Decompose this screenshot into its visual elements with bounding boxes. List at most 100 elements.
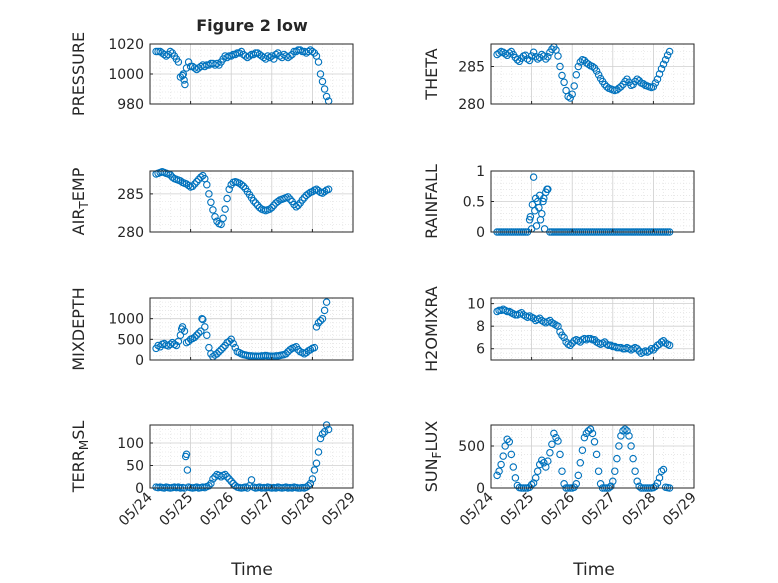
data-point xyxy=(245,52,254,60)
data-point xyxy=(213,59,221,68)
data-point xyxy=(263,52,272,60)
data-point xyxy=(310,343,319,352)
data-point xyxy=(513,481,522,490)
data-point xyxy=(586,425,595,433)
data-point xyxy=(324,185,333,194)
data-point xyxy=(609,477,617,486)
data-point xyxy=(548,45,556,53)
data-point xyxy=(197,173,205,181)
data-point xyxy=(532,222,541,230)
data-point xyxy=(304,482,313,490)
y-axis-label: AIRTEMP xyxy=(69,167,91,235)
axes-frame xyxy=(490,43,695,105)
data-point xyxy=(505,49,514,57)
data-point xyxy=(611,467,619,475)
data-point xyxy=(316,316,325,325)
data-point xyxy=(525,56,534,65)
data-point xyxy=(203,180,211,189)
data-point xyxy=(533,55,542,63)
axes-frame xyxy=(490,424,695,489)
data-point xyxy=(190,180,199,188)
data-point xyxy=(270,201,278,210)
data-point xyxy=(198,314,206,323)
data-point xyxy=(266,205,274,213)
data-point xyxy=(316,434,325,443)
data-point xyxy=(162,52,170,60)
data-point xyxy=(239,182,248,191)
data-point xyxy=(308,47,317,56)
data-point xyxy=(308,475,317,483)
data-point xyxy=(181,80,189,89)
data-point xyxy=(201,323,209,331)
data-point xyxy=(513,56,522,64)
data-point xyxy=(572,71,581,79)
data-point xyxy=(633,344,641,353)
x-axis-label-left: Time xyxy=(230,560,273,580)
data-point xyxy=(602,82,611,91)
data-point xyxy=(207,479,215,488)
y-axis-label: MIXDEPTH xyxy=(69,287,88,370)
data-point xyxy=(180,327,189,335)
data-point xyxy=(306,345,315,354)
data-point xyxy=(237,180,246,189)
data-point xyxy=(235,49,244,57)
data-point xyxy=(497,460,505,469)
data-point xyxy=(566,94,574,102)
data-point xyxy=(574,471,583,480)
data-point xyxy=(298,196,307,204)
data-point xyxy=(607,482,615,491)
data-point xyxy=(580,56,589,65)
y-axis-label: SUNFLUX xyxy=(422,421,444,493)
data-point xyxy=(572,480,581,488)
data-point xyxy=(542,55,550,63)
data-point xyxy=(294,201,302,210)
data-point xyxy=(209,206,217,214)
data-point xyxy=(231,343,240,352)
data-point xyxy=(211,213,219,221)
y-axis-label: H2OMIXRA xyxy=(422,286,441,372)
y-tick-label: 500 xyxy=(117,332,144,348)
x-tick-label: 05/29 xyxy=(660,490,700,530)
data-point xyxy=(199,315,207,324)
data-point xyxy=(540,459,548,467)
data-point xyxy=(322,92,331,101)
data-point xyxy=(629,454,637,463)
axes-frame xyxy=(149,170,354,233)
y-tick-label: 0 xyxy=(476,481,485,497)
data-point xyxy=(525,216,534,224)
data-point xyxy=(631,467,639,475)
data-point xyxy=(566,341,574,350)
data-point xyxy=(592,450,601,459)
data-point xyxy=(554,437,562,445)
axes-frame xyxy=(490,297,695,361)
data-point xyxy=(546,448,554,457)
y-axis-label: TERRMSL xyxy=(69,421,91,494)
data-point xyxy=(182,450,191,459)
data-point xyxy=(324,425,333,434)
y-tick-label: 1000 xyxy=(108,67,144,83)
data-point xyxy=(596,480,605,488)
data-point xyxy=(207,198,215,207)
subplot-h2omixra: 6 8 10 H2OMIXRA xyxy=(422,286,695,372)
data-point xyxy=(205,482,213,490)
data-point xyxy=(306,479,315,488)
data-point xyxy=(223,53,231,62)
axes-frame xyxy=(149,297,354,361)
data-point xyxy=(190,333,199,342)
data-point xyxy=(318,430,327,438)
data-point xyxy=(217,345,225,354)
data-point xyxy=(314,448,323,456)
data-point xyxy=(314,319,323,327)
data-point xyxy=(590,438,599,446)
data-point xyxy=(649,346,658,354)
data-point xyxy=(556,450,564,459)
data-point xyxy=(568,90,576,98)
data-point xyxy=(176,177,185,185)
data-point xyxy=(168,173,177,181)
data-point xyxy=(320,428,329,436)
data-point xyxy=(511,474,520,482)
data-point xyxy=(558,331,566,339)
